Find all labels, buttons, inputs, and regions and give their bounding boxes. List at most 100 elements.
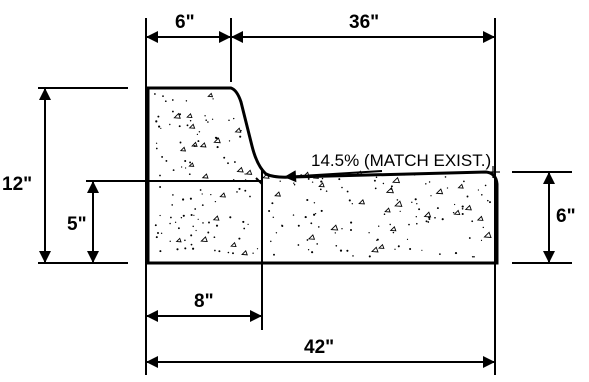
aggregate-speck — [415, 216, 417, 218]
aggregate-speck — [351, 203, 353, 205]
aggregate-speck — [249, 195, 251, 198]
aggregate-speck — [195, 229, 197, 232]
aggregate-stone — [262, 172, 270, 179]
aggregate-speck — [214, 136, 218, 139]
aggregate-speck — [311, 181, 314, 183]
aggregate-stone — [186, 112, 193, 119]
aggregate-speck — [174, 221, 177, 223]
aggregate-speck — [239, 135, 242, 138]
aggregate-speck — [172, 194, 174, 196]
slope-annotation: 14.5% (MATCH EXIST.) — [311, 151, 491, 170]
aggregate-speck — [182, 214, 185, 217]
aggregate-speck — [180, 216, 183, 219]
aggregate-speck — [293, 183, 296, 186]
aggregate-stone — [464, 204, 472, 211]
slope-leader-arrow — [283, 170, 383, 183]
aggregate-speck — [223, 156, 226, 159]
aggregate-speck — [297, 224, 300, 227]
aggregate-speck — [182, 198, 185, 201]
aggregate-speck — [216, 146, 219, 149]
aggregate-speck — [184, 247, 187, 250]
aggregate-speck — [394, 248, 396, 250]
aggregate-stone — [199, 142, 207, 148]
aggregate-speck — [229, 216, 232, 219]
aggregate-speck — [256, 248, 259, 250]
aggregate-stone — [389, 226, 397, 232]
aggregate-speck — [159, 186, 162, 188]
aggregate-speck — [350, 221, 353, 224]
aggregate-speck — [346, 249, 349, 252]
aggregate-speck — [232, 252, 234, 255]
aggregate-speck — [383, 213, 386, 215]
aggregate-speck — [414, 198, 417, 201]
aggregate-speck — [338, 178, 341, 181]
aggregate-speck — [430, 195, 432, 197]
aggregate-speck — [418, 208, 421, 211]
aggregate-speck — [233, 161, 236, 163]
aggregate-stone — [307, 234, 316, 240]
aggregate-speck — [428, 181, 431, 183]
aggregate-speck — [184, 159, 187, 163]
aggregate-stone — [245, 169, 253, 175]
aggregate-stone — [370, 246, 379, 253]
aggregate-speck — [159, 174, 161, 177]
aggregate-stone — [219, 192, 226, 198]
aggregate-speck — [227, 162, 229, 165]
aggregate-speck — [468, 237, 471, 239]
aggregate-speck — [297, 244, 300, 246]
aggregate-speck — [471, 256, 474, 258]
aggregate-speck — [484, 184, 487, 187]
aggregate-speck — [473, 255, 475, 258]
aggregate-speck — [461, 207, 464, 210]
aggregate-speck — [307, 249, 310, 251]
aggregate-speck — [243, 227, 246, 230]
aggregate-speck — [157, 232, 159, 234]
aggregate-speck — [320, 209, 323, 212]
aggregate-speck — [190, 213, 193, 217]
aggregate-stone — [312, 173, 319, 179]
aggregate-speck — [155, 236, 158, 239]
aggregate-speck — [401, 173, 404, 176]
aggregate-speck — [160, 232, 163, 234]
aggregate-speck — [199, 189, 202, 191]
aggregate-stone — [385, 186, 394, 194]
aggregate-speck — [453, 203, 456, 206]
aggregate-stone — [173, 112, 181, 119]
aggregate-stone — [207, 92, 214, 98]
aggregate-speck — [184, 239, 186, 242]
aggregate-speck — [436, 207, 439, 210]
aggregate-speck — [321, 177, 324, 180]
aggregate-speck — [212, 98, 214, 100]
dim-label-12in: 12" — [2, 174, 32, 195]
aggregate-speck — [306, 239, 309, 241]
aggregate-speck — [208, 221, 210, 224]
aggregate-speck — [244, 173, 246, 175]
aggregate-speck — [293, 182, 295, 184]
aggregate-speck — [409, 247, 412, 251]
aggregate-speck — [270, 240, 272, 243]
aggregate-speck — [162, 95, 164, 97]
aggregate-speck — [218, 250, 221, 253]
aggregate-speck — [489, 201, 491, 204]
aggregate-speck — [159, 214, 161, 217]
aggregate-speck — [228, 140, 231, 142]
aggregate-speck — [373, 179, 376, 182]
aggregate-speck — [439, 253, 441, 255]
aggregate-speck — [434, 216, 436, 219]
aggregate-speck — [164, 100, 167, 103]
aggregate-speck — [247, 223, 249, 226]
aggregate-speck — [207, 121, 209, 123]
aggregate-speck — [339, 249, 343, 252]
aggregate-speck — [268, 209, 271, 213]
aggregate-speck — [304, 216, 307, 219]
aggregate-speck — [292, 214, 295, 216]
aggregate-speck — [202, 222, 204, 224]
aggregate-speck — [471, 220, 474, 223]
aggregate-speck — [461, 205, 464, 208]
aggregate-speck — [376, 239, 378, 241]
aggregate-speck — [169, 222, 171, 225]
aggregate-speck — [390, 187, 393, 190]
aggregate-stone — [179, 146, 187, 152]
aggregate-speck — [158, 125, 161, 128]
aggregate-speck — [207, 231, 210, 234]
